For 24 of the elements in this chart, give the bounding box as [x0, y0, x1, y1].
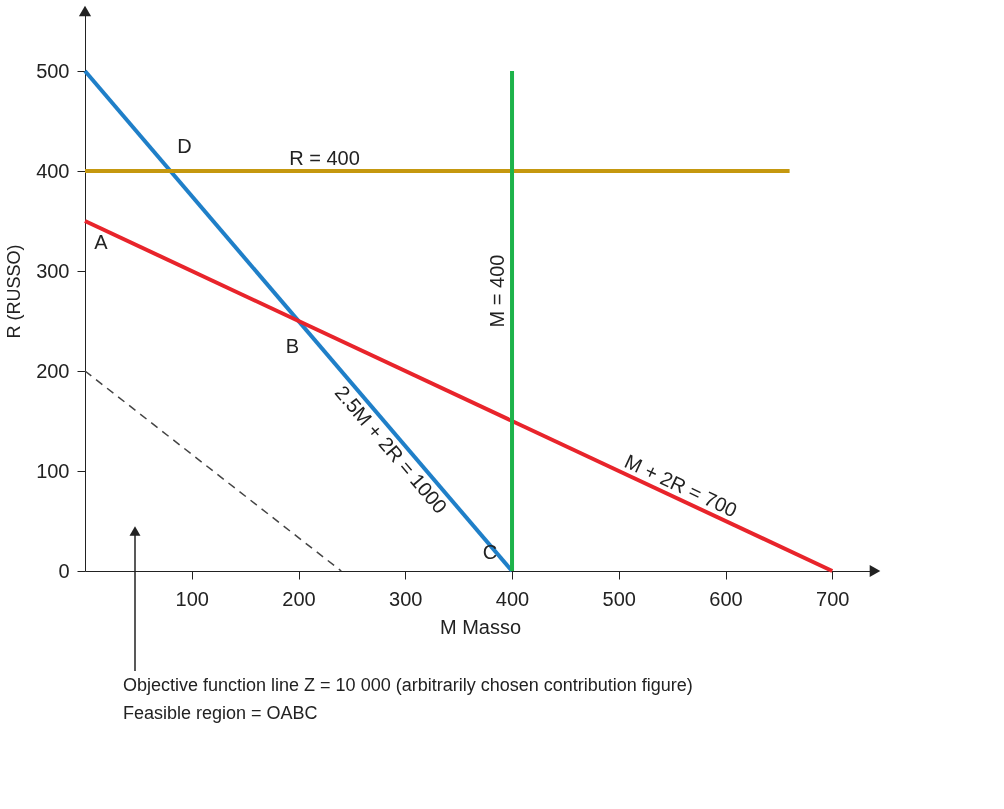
x-tick-label: 700 [816, 587, 850, 610]
y-tick-label: 0 [58, 559, 70, 582]
y-tick-label: 500 [36, 59, 70, 82]
x-tick-label: 300 [389, 587, 423, 610]
annotation: B [285, 335, 300, 357]
x-axis-title: M Masso [439, 615, 522, 638]
y-axis-title: R (RUSSO) [4, 244, 25, 339]
y-tick-label: 200 [36, 359, 70, 382]
y-tick-label: 100 [36, 459, 70, 482]
annotation: C [482, 541, 498, 563]
x-tick-label: 600 [709, 587, 743, 610]
x-tick-label: 100 [175, 587, 209, 610]
text: M = 400 [486, 254, 509, 328]
x-tick-label: 500 [602, 587, 636, 610]
x-tick-label: 400 [495, 587, 530, 610]
x-tick-label: 200 [282, 587, 316, 610]
y-tick-label: 300 [36, 259, 70, 282]
annotation: D [177, 135, 192, 157]
annotation: A [94, 231, 109, 253]
series-label: R = 400 [289, 147, 360, 169]
y-tick-label: 400 [36, 159, 70, 182]
text: Objective function line Z = 10 000 (arbitrarily chosen contribution figure) [123, 675, 693, 695]
text: M + 2R = 700 [621, 450, 741, 522]
text: Feasible region = OABC [123, 703, 318, 723]
